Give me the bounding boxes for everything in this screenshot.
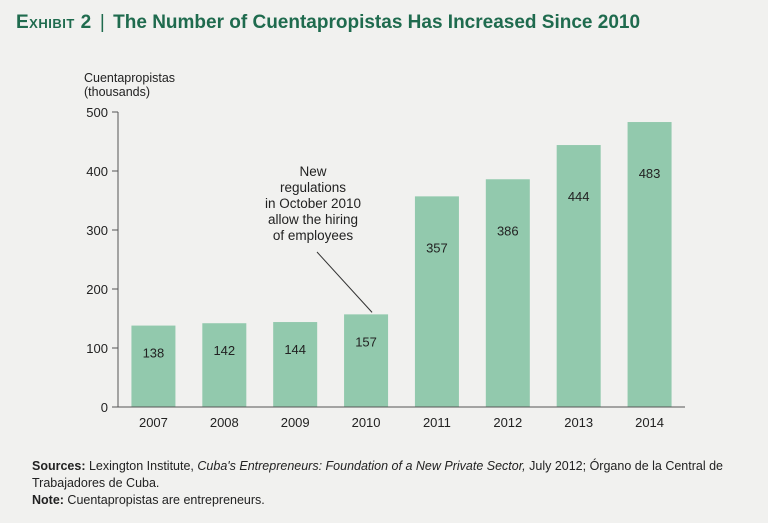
x-tick-label: 2013 bbox=[564, 415, 593, 430]
bar-2009 bbox=[273, 322, 318, 407]
bar-value-label: 357 bbox=[426, 240, 448, 255]
bar-2012 bbox=[485, 179, 530, 407]
x-tick-label: 2010 bbox=[352, 415, 381, 430]
bar-value-label: 138 bbox=[143, 346, 165, 361]
y-tick-label: 200 bbox=[86, 282, 108, 297]
annotation-line: of employees bbox=[273, 228, 354, 243]
bar-value-label: 142 bbox=[213, 343, 235, 358]
y-tick-label: 100 bbox=[86, 341, 108, 356]
annotation-line: in October 2010 bbox=[265, 196, 361, 211]
annotation-line: allow the hiring bbox=[268, 212, 358, 227]
bar-2011 bbox=[414, 196, 459, 407]
note-text: Cuentapropistas are entrepreneurs. bbox=[63, 493, 265, 507]
x-tick-label: 2008 bbox=[210, 415, 239, 430]
note-label: Note: bbox=[32, 493, 64, 507]
chart-title: The Number of Cuentapropistas Has Increa… bbox=[113, 12, 641, 33]
footer-notes: Sources: Lexington Institute, Cuba's Ent… bbox=[32, 458, 742, 509]
bar-value-label: 386 bbox=[497, 223, 519, 238]
y-tick-label: 500 bbox=[86, 105, 108, 120]
x-tick-label: 2007 bbox=[139, 415, 168, 430]
bar-value-label: 144 bbox=[284, 342, 306, 357]
y-tick-label: 400 bbox=[86, 164, 108, 179]
bar-value-label: 444 bbox=[568, 189, 590, 204]
bar-value-label: 157 bbox=[355, 334, 377, 349]
title-divider: | bbox=[99, 12, 105, 33]
sources-italic-title: Cuba's Entrepreneurs: Foundation of a Ne… bbox=[197, 459, 526, 473]
bar-2013 bbox=[556, 145, 601, 408]
sources-line: Sources: Lexington Institute, Cuba's Ent… bbox=[32, 458, 742, 492]
bar-2014 bbox=[627, 122, 672, 407]
note-line: Note: Cuentapropistas are entrepreneurs. bbox=[32, 492, 742, 509]
sources-text-1: Lexington Institute, bbox=[85, 459, 198, 473]
x-tick-label: 2012 bbox=[493, 415, 522, 430]
sources-label: Sources: bbox=[32, 459, 86, 473]
bars: 138 142 144 157 357 386 444 483 bbox=[131, 122, 672, 408]
y-axis-label-line2: (thousands) bbox=[84, 85, 150, 99]
x-axis: 2007 2008 2009 2010 2011 2012 2013 2014 bbox=[118, 406, 685, 430]
y-axis-label-line1: Cuentapropistas bbox=[84, 71, 175, 85]
bar-value-label: 483 bbox=[639, 166, 661, 181]
exhibit-title: Exhibit 2 | The Number of Cuentapropista… bbox=[16, 12, 640, 34]
y-axis-ticks: 0 100 200 300 400 500 bbox=[86, 105, 119, 415]
x-tick-label: 2014 bbox=[635, 415, 664, 430]
bar-chart: Cuentapropistas (thousands) 0 100 200 300 40… bbox=[84, 71, 685, 430]
exhibit-label: Exhibit 2 bbox=[16, 12, 92, 33]
y-tick-label: 0 bbox=[101, 400, 108, 415]
bar-2008 bbox=[202, 323, 247, 407]
bar-2010 bbox=[344, 314, 389, 407]
sources-text-2: July 2012; Órgano de la Central de Traba… bbox=[32, 459, 724, 490]
x-tick-label: 2009 bbox=[281, 415, 310, 430]
annotation-leader-line bbox=[316, 251, 373, 313]
y-tick-label: 300 bbox=[86, 223, 108, 238]
x-tick-label: 2011 bbox=[423, 415, 451, 430]
annotation-line: regulations bbox=[280, 180, 346, 195]
bar-2007 bbox=[131, 325, 176, 407]
annotation-line: New bbox=[299, 164, 326, 179]
